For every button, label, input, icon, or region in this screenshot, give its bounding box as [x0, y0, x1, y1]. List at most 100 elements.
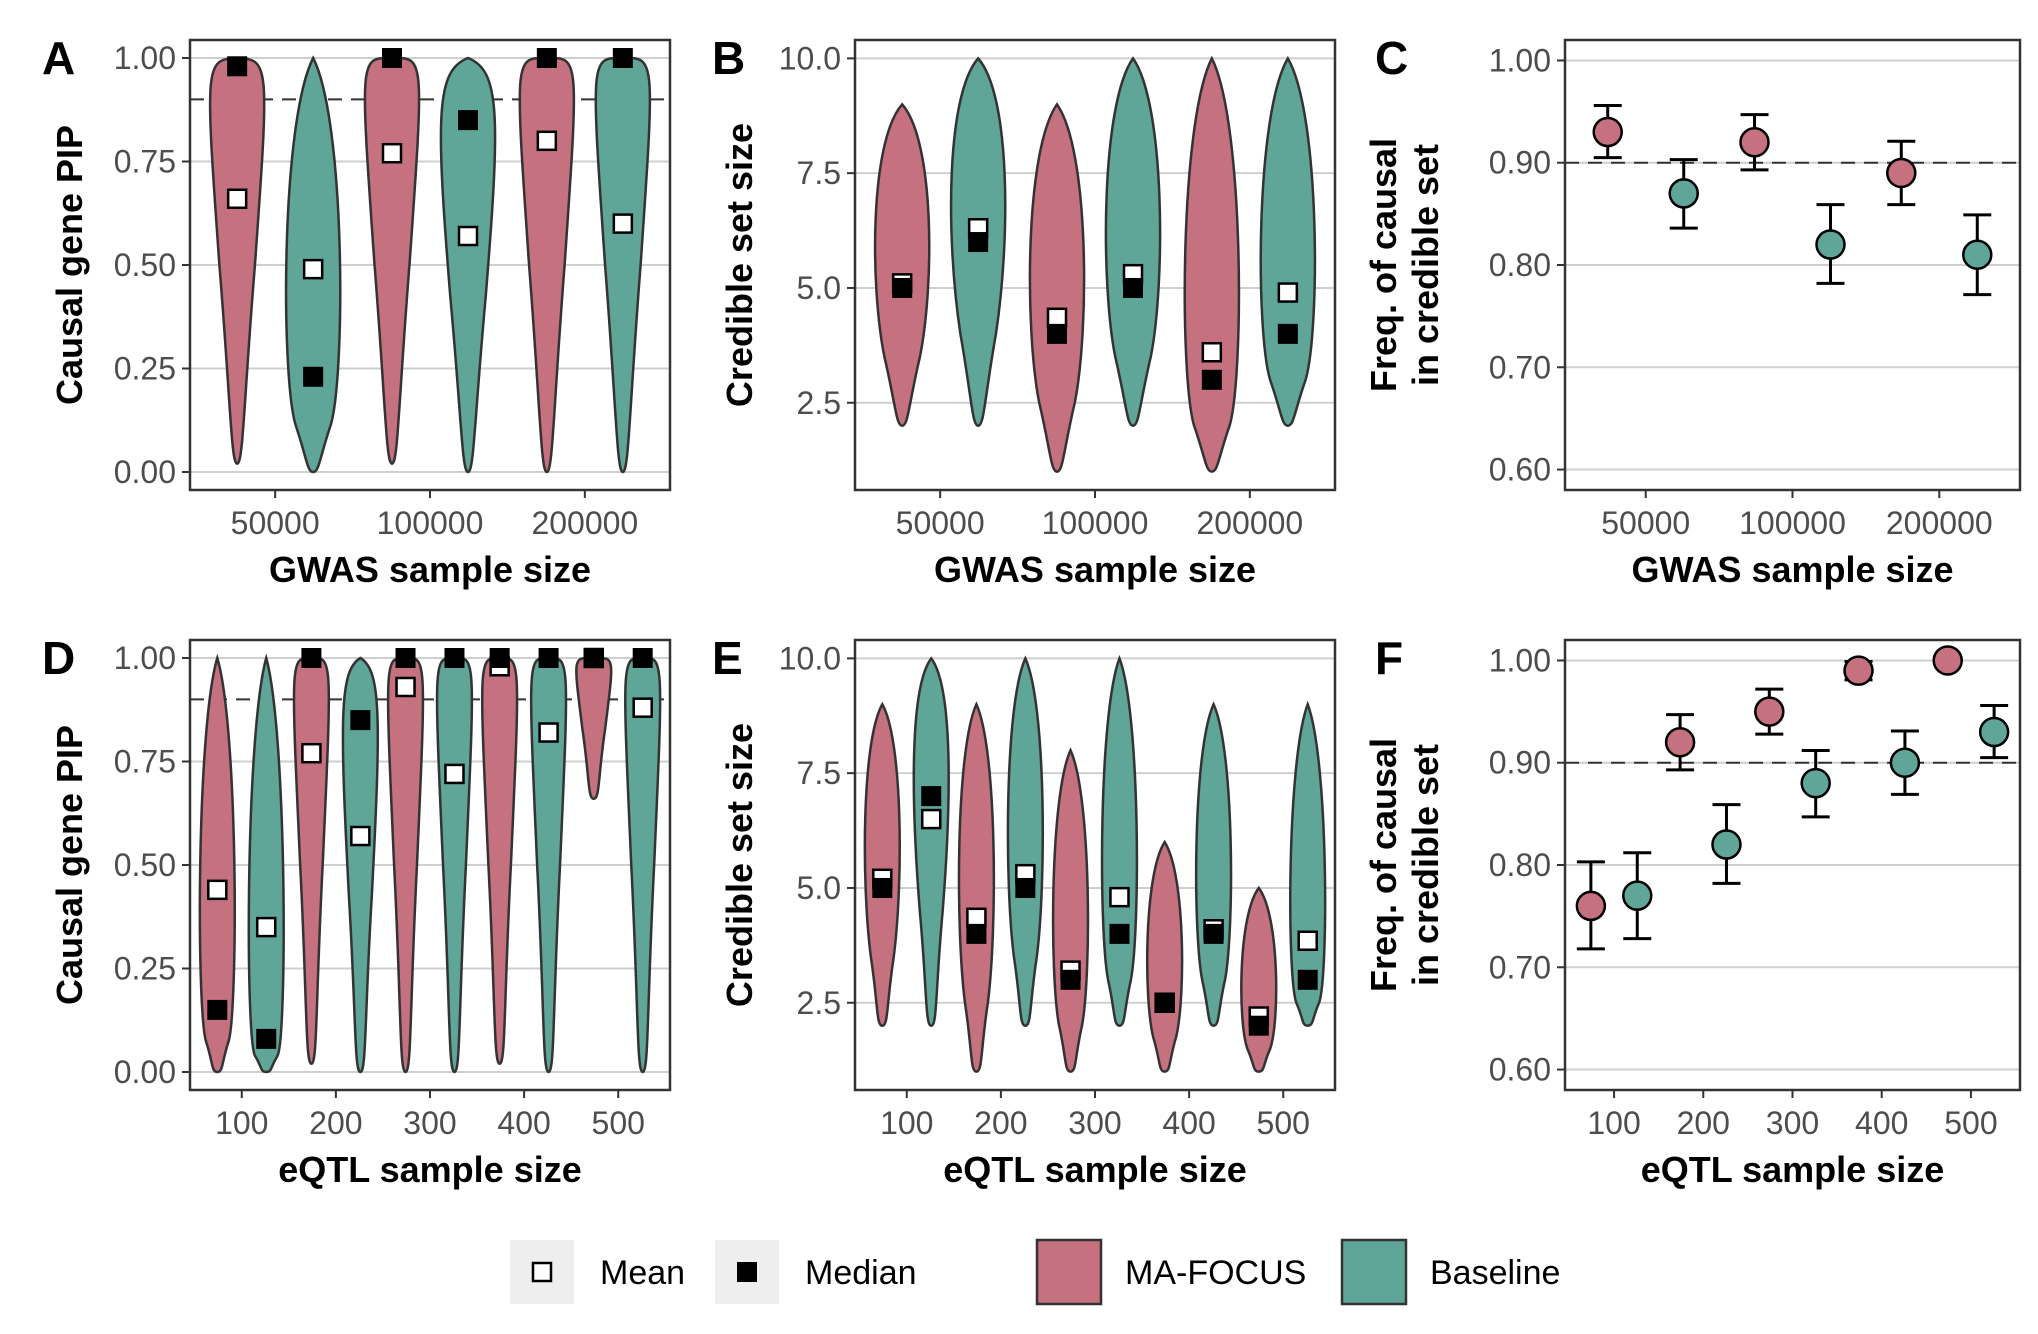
point-mafocus	[1664, 727, 1696, 758]
mean-marker	[207, 879, 228, 901]
mean-marker	[1297, 930, 1318, 952]
y-tick-label: 2.5	[797, 985, 841, 1021]
legend-baseline-swatch	[1340, 1238, 1408, 1306]
x-tick-label: 100	[1587, 1105, 1640, 1141]
panel-c: 0.60 0.70 0.80 0.90 1.00 50000 100000 200000 C GW…	[1363, 32, 2022, 590]
mean-marker	[302, 258, 324, 280]
y-tick-label: 0.60	[1489, 1052, 1551, 1088]
median-marker	[632, 648, 653, 668]
violin-mafocus	[518, 56, 576, 474]
legend-median-label: Median	[805, 1254, 917, 1292]
point-baseline	[1815, 229, 1846, 260]
y-tick-label: 0.25	[114, 351, 176, 387]
y-tick-label: 0.00	[114, 454, 176, 490]
y-axis-title: Credible set size	[719, 723, 760, 1007]
point-mafocus	[1575, 890, 1607, 922]
y-tick-label: 0.00	[114, 1054, 176, 1090]
panel-f: 0.60 0.70 0.80 0.90 1.00 100 200 300 400 500 FeQTL…	[1363, 632, 2022, 1190]
panel-a: 0.00 0.25 0.50 0.75 1.00 50000 100000 200000 A GW…	[42, 32, 672, 590]
violin-baseline	[1259, 55, 1317, 427]
y-tick-label: 0.75	[114, 744, 176, 780]
mean-marker	[301, 742, 322, 764]
median-marker	[256, 1028, 277, 1049]
point-baseline	[1711, 829, 1742, 860]
point-baseline	[1962, 239, 1993, 271]
median-marker	[1154, 992, 1175, 1013]
point-baseline	[1668, 178, 1699, 209]
x-tick-label: 500	[1257, 1105, 1310, 1141]
point-mafocus	[1754, 696, 1785, 727]
y-tick-label: 0.50	[114, 847, 176, 883]
mean-marker	[538, 722, 559, 743]
point-mafocus	[1592, 116, 1623, 148]
median-marker	[872, 877, 893, 898]
violin-baseline	[439, 56, 497, 474]
x-tick-label: 50000	[1601, 505, 1690, 541]
mean-marker	[255, 916, 277, 938]
point-baseline	[1978, 716, 2010, 748]
point-baseline	[1622, 880, 1653, 911]
median-marker	[444, 648, 465, 668]
median-marker	[227, 56, 248, 77]
violin-baseline	[1006, 655, 1045, 1027]
legend-baseline-label: Baseline	[1430, 1254, 1560, 1292]
violin-baseline	[435, 656, 474, 1074]
median-marker	[921, 786, 942, 807]
median-marker	[382, 48, 402, 68]
violin-baseline	[529, 656, 568, 1074]
y-axis-title-line: in credible set	[1405, 144, 1446, 386]
median-marker	[1060, 969, 1081, 990]
median-marker	[1123, 277, 1143, 298]
y-axis-title-line: Freq. of causal	[1363, 738, 1404, 992]
x-axis-title: GWAS sample size	[934, 549, 1256, 590]
y-tick-label: 1.00	[1489, 42, 1551, 78]
x-tick-label: 50000	[896, 505, 985, 541]
median-marker	[538, 648, 559, 668]
legend-mafocus-swatch	[1035, 1238, 1103, 1306]
mean-marker	[350, 825, 371, 847]
y-tick-label: 1.00	[114, 40, 176, 76]
panel-border	[1563, 638, 2022, 1092]
plot-area	[855, 40, 1335, 490]
y-tick-label: 0.25	[114, 951, 176, 987]
y-tick-label: 0.70	[1489, 949, 1551, 985]
y-axis-title: Causal gene PIP	[49, 725, 90, 1005]
median-marker	[583, 648, 604, 668]
median-marker	[1297, 969, 1318, 990]
violin-mafocus	[1240, 885, 1278, 1073]
violin-mafocus	[1051, 747, 1090, 1073]
x-tick-label: 200	[309, 1105, 362, 1141]
point-mafocus	[1932, 645, 1963, 676]
y-tick-label: 7.5	[797, 755, 841, 791]
panel-letter: F	[1375, 632, 1403, 684]
median-marker	[350, 710, 371, 731]
median-marker	[612, 48, 633, 68]
median-marker	[1203, 923, 1224, 944]
x-axis-title: eQTL sample size	[278, 1149, 581, 1190]
median-marker	[966, 923, 987, 944]
y-tick-label: 1.00	[114, 640, 176, 676]
mean-marker	[1201, 341, 1223, 363]
violin-mafocus	[863, 701, 901, 1027]
mean-marker	[1277, 282, 1299, 303]
violin-baseline	[341, 656, 380, 1074]
y-tick-label: 0.80	[1489, 247, 1551, 283]
violin-mafocus	[1183, 55, 1241, 473]
panel-border	[1563, 38, 2022, 492]
x-tick-label: 100000	[1739, 505, 1846, 541]
median-marker	[1047, 323, 1067, 344]
y-tick-label: 10.0	[779, 640, 841, 676]
legend-mafocus-label: MA-FOCUS	[1125, 1254, 1306, 1292]
point-mafocus	[1843, 655, 1874, 686]
y-tick-label: 0.90	[1489, 745, 1551, 781]
median-marker	[395, 648, 416, 668]
point-mafocus	[1886, 157, 1917, 189]
panel-border	[188, 638, 672, 1092]
y-axis-title: Causal gene PIP	[49, 125, 90, 405]
mean-marker	[381, 142, 403, 164]
violin-baseline	[624, 656, 662, 1074]
mean-marker	[444, 763, 465, 785]
panels: 0.00 0.25 0.50 0.75 1.00 50000 100000 200000 A GW…	[42, 32, 2022, 1190]
